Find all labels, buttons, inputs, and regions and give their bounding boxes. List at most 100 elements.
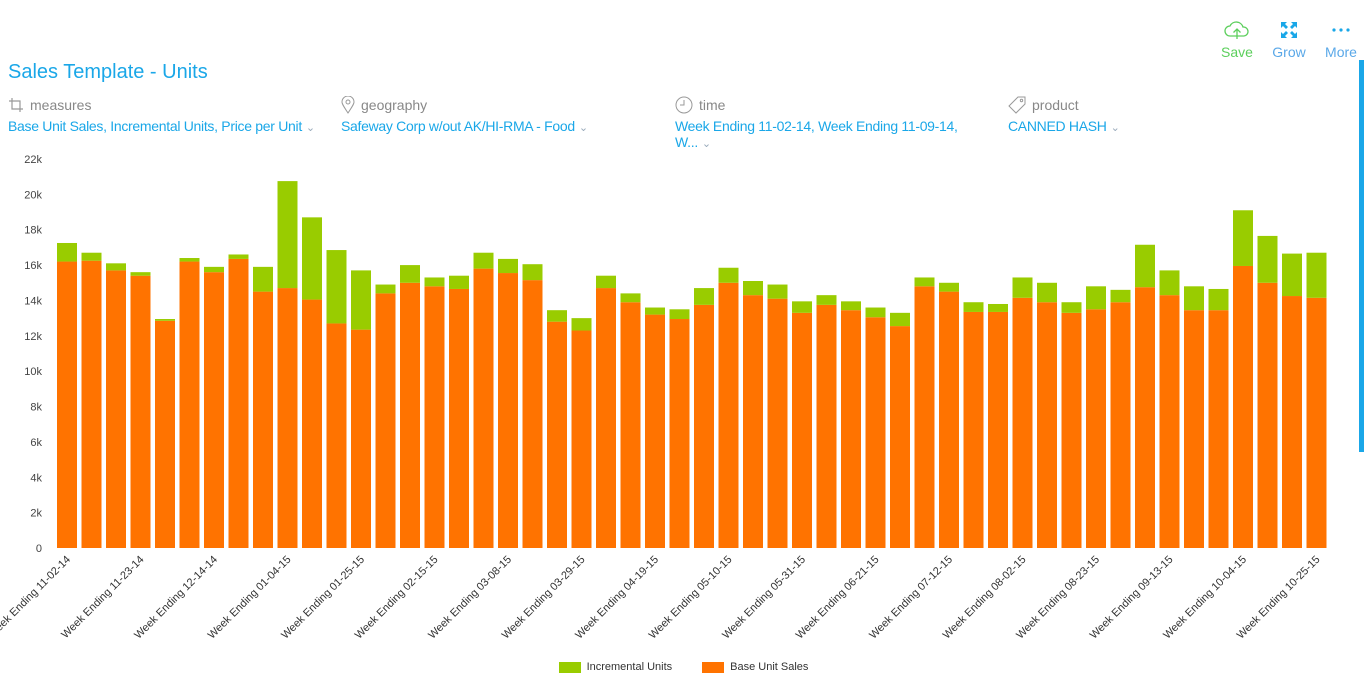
bar-incremental-units — [792, 301, 812, 313]
bar-base-unit-sales — [155, 320, 175, 548]
bar-base-unit-sales — [547, 321, 567, 548]
chevron-down-icon: ⌄ — [1110, 122, 1120, 134]
bar-base-unit-sales — [620, 302, 641, 548]
bar-incremental-units — [620, 293, 641, 303]
stacked-bar-chart: 0 2k 4k 6k 8k 10k 12k 14k 16k 18k 20k 22k Week Endin… — [0, 154, 1327, 642]
x-tick-label: Week Ending 05-31-15 — [720, 554, 808, 642]
filter-label: measures — [30, 97, 92, 113]
bar-base-unit-sales — [1306, 297, 1327, 548]
bar-base-unit-sales — [988, 311, 1008, 548]
legend-item-base[interactable]: Base Unit Sales — [702, 661, 808, 673]
grow-label: Grow — [1272, 44, 1306, 60]
more-button[interactable]: More — [1315, 20, 1367, 60]
x-tick-label: Week Ending 06-21-15 — [794, 554, 882, 642]
time-value: Week Ending 11-02-14, Week Ending 11-09-… — [675, 118, 958, 150]
tag-icon — [1008, 96, 1026, 114]
crop-icon — [9, 98, 23, 112]
bar-base-unit-sales — [326, 323, 347, 548]
bar-base-unit-sales — [351, 329, 371, 548]
bar-base-unit-sales — [424, 286, 445, 548]
bar-incremental-units — [718, 267, 739, 283]
y-tick-label: 20k — [24, 189, 42, 201]
bar-base-unit-sales — [498, 273, 518, 548]
x-tick-label: Week Ending 11-02-14 — [0, 554, 73, 641]
bar-incremental-units — [449, 275, 469, 289]
save-button[interactable]: Save — [1211, 20, 1263, 60]
x-tick-label: Week Ending 01-25-15 — [279, 554, 367, 642]
x-tick-label: Week Ending 03-29-15 — [500, 554, 588, 642]
legend-item-incremental[interactable]: Incremental Units — [558, 661, 672, 673]
bar-incremental-units — [963, 302, 984, 312]
bar-incremental-units — [865, 307, 886, 318]
bar-base-unit-sales — [1110, 302, 1131, 548]
bar-base-unit-sales — [1282, 296, 1302, 548]
filter-label: product — [1032, 97, 1079, 113]
bar-base-unit-sales — [106, 270, 126, 548]
bar-base-unit-sales — [1061, 312, 1082, 548]
chevron-down-icon: ⌄ — [578, 122, 588, 134]
bar-incremental-units — [204, 266, 224, 273]
bar-incremental-units — [228, 254, 249, 259]
bar-base-unit-sales — [253, 291, 273, 548]
product-value: CANNED HASH — [1008, 118, 1107, 134]
grow-button[interactable]: Grow — [1263, 20, 1315, 60]
bar-base-unit-sales — [302, 299, 322, 548]
bar-incremental-units — [1037, 282, 1057, 303]
y-tick-label: 6k — [30, 437, 42, 449]
bar-incremental-units — [1135, 244, 1155, 288]
bar-incremental-units — [743, 281, 763, 296]
geography-dropdown[interactable]: Safeway Corp w/out AK/HI-RMA - Food ⌄ — [341, 118, 588, 136]
chevron-down-icon: ⌄ — [305, 122, 315, 134]
bar-base-unit-sales — [1012, 297, 1033, 548]
bar-incremental-units — [669, 309, 690, 320]
time-dropdown[interactable]: Week Ending 11-02-14, Week Ending 11-09-… — [675, 118, 993, 152]
vertical-scrollbar[interactable] — [1359, 60, 1364, 452]
expand-icon — [1281, 22, 1297, 38]
product-dropdown[interactable]: CANNED HASH ⌄ — [1008, 118, 1120, 136]
bar-incremental-units — [1159, 270, 1180, 296]
measures-value: Base Unit Sales, Incremental Units, Pric… — [8, 118, 302, 134]
legend-label: Base Unit Sales — [730, 661, 809, 673]
bar-base-unit-sales — [375, 293, 396, 548]
bar-base-unit-sales — [718, 282, 739, 548]
bar-incremental-units — [1086, 286, 1106, 310]
bar-base-unit-sales — [571, 330, 592, 548]
x-tick-label: Week Ending 02-15-15 — [353, 554, 441, 642]
bar-base-unit-sales — [81, 260, 102, 548]
filter-label: geography — [361, 97, 428, 113]
bar-incremental-units — [81, 252, 102, 261]
bar-base-unit-sales — [522, 280, 543, 548]
filter-measures: measures Base Unit Sales, Incremental Un… — [8, 94, 315, 136]
x-tick-label: Week Ending 12-14-14 — [132, 554, 220, 642]
bar-base-unit-sales — [277, 288, 298, 548]
bar-base-unit-sales — [1037, 302, 1057, 548]
x-tick-label: Week Ending 09-13-15 — [1088, 554, 1176, 642]
bar-base-unit-sales — [792, 312, 812, 548]
ellipsis-icon — [1332, 28, 1350, 32]
bar-incremental-units — [473, 252, 494, 269]
bar-base-unit-sales — [179, 261, 200, 548]
x-tick-label: Week Ending 03-08-15 — [426, 554, 514, 642]
bar-incremental-units — [939, 282, 959, 292]
bar-incremental-units — [645, 307, 665, 315]
bar-incremental-units — [424, 277, 445, 287]
legend-swatch — [558, 661, 581, 673]
bar-base-unit-sales — [130, 275, 151, 548]
bar-base-unit-sales — [939, 291, 959, 548]
bar-incremental-units — [841, 301, 861, 311]
toolbar: Save Grow More — [1211, 20, 1367, 60]
bar-base-unit-sales — [890, 326, 910, 548]
bar-incremental-units — [988, 303, 1008, 312]
bar-incremental-units — [571, 318, 592, 331]
legend-swatch — [702, 661, 725, 673]
bar-base-unit-sales — [57, 261, 77, 548]
measures-dropdown[interactable]: Base Unit Sales, Incremental Units, Pric… — [8, 118, 315, 136]
bar-base-unit-sales — [645, 314, 665, 548]
bar-incremental-units — [1012, 277, 1033, 298]
bar-incremental-units — [914, 277, 935, 287]
bar-base-unit-sales — [1159, 295, 1180, 548]
filter-geography: geography Safeway Corp w/out AK/HI-RMA -… — [341, 94, 588, 136]
y-tick-label: 14k — [24, 295, 42, 307]
y-tick-label: 12k — [24, 331, 42, 343]
bar-incremental-units — [400, 265, 420, 283]
